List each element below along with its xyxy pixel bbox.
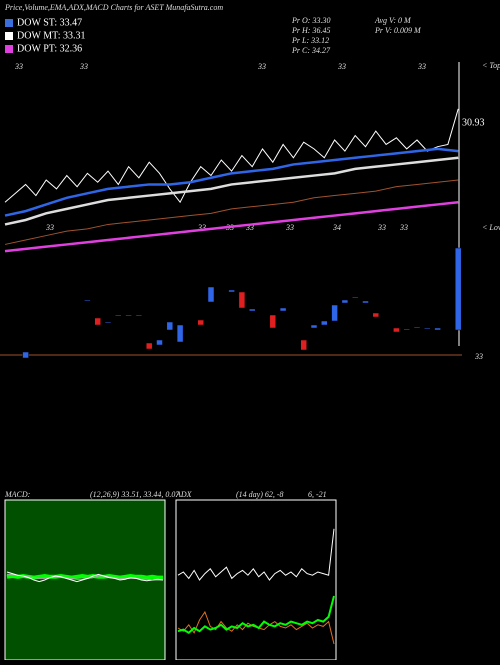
series-line (4, 179, 459, 245)
bottom-label: 33 (45, 223, 54, 232)
legend-swatch (5, 32, 13, 40)
top-label: 33 (337, 62, 346, 71)
candle (279, 307, 287, 312)
candle (176, 324, 184, 343)
adx-subtitle: (14 day) 62, -8 (236, 490, 284, 499)
annotation: < Lows (482, 223, 500, 232)
macd-title: MACD: (4, 490, 31, 499)
candle (424, 327, 431, 330)
price-info: Pr C: 34.27 (291, 46, 331, 55)
price-info: Pr H: 36.45 (291, 26, 330, 35)
series-line (6, 571, 164, 583)
top-label: 33 (14, 62, 23, 71)
series-line (177, 595, 335, 635)
candle (269, 314, 277, 329)
candle (351, 296, 359, 299)
adx-panel (175, 499, 337, 661)
candle (362, 300, 369, 304)
price-info: Pr V: 0.009 M (374, 26, 422, 35)
series-line (4, 108, 459, 204)
legend-label: DOW PT: 32.36 (17, 43, 82, 54)
candle (94, 317, 101, 326)
candle (228, 289, 235, 293)
bottom-label: 34 (332, 223, 341, 232)
candle (166, 321, 174, 331)
candle (135, 314, 143, 317)
candle (125, 314, 132, 317)
candle (197, 319, 204, 326)
candle (145, 342, 153, 350)
macd-panel (4, 499, 166, 661)
legend-swatch (5, 45, 13, 53)
page-title: Price,Volume,EMA,ADX,MACD Charts for ASE… (4, 3, 223, 12)
legend-label: DOW ST: 33.47 (17, 17, 82, 28)
candle (434, 327, 441, 331)
series-line (4, 200, 459, 253)
candle (207, 286, 215, 303)
top-label: 33 (257, 62, 266, 71)
annotation: 30.93 (462, 117, 485, 128)
candle (22, 351, 29, 359)
annotation: 33 (474, 352, 483, 361)
candle (248, 308, 256, 312)
candle (104, 321, 112, 324)
price-info: Pr O: 33.30 (291, 16, 330, 25)
candle (84, 299, 91, 302)
candle (331, 304, 338, 322)
candle (403, 328, 410, 331)
candle (310, 324, 318, 329)
candle (372, 312, 380, 318)
candle (454, 247, 462, 331)
candle (413, 326, 421, 329)
series-line (4, 156, 459, 226)
candle (300, 339, 307, 351)
bottom-label: 33 (377, 223, 386, 232)
legend-swatch (5, 19, 13, 27)
annotation: < Tops (482, 61, 500, 70)
series-line (4, 147, 459, 217)
bottom-label: 33 (285, 223, 294, 232)
adx-title: ADX (175, 490, 193, 499)
bottom-label: 33 (245, 223, 254, 232)
series-line (177, 528, 335, 581)
candle (341, 299, 349, 304)
legend-label: DOW MT: 33.31 (17, 30, 85, 41)
candle (115, 314, 122, 317)
top-label: 33 (79, 62, 88, 71)
adx-note: 6, -21 (308, 490, 327, 499)
macd-subtitle: (12,26,9) 33.51, 33.44, 0.07 (90, 490, 180, 499)
candle (321, 320, 328, 326)
candle (238, 291, 246, 309)
bottom-label: 33 (399, 223, 408, 232)
price-info: Pr L: 33.12 (291, 36, 329, 45)
candle (156, 339, 163, 346)
bottom-label: 33 (197, 223, 206, 232)
candle (393, 327, 400, 333)
price-info: Avg V: 0 M (374, 16, 412, 25)
top-label: 33 (417, 62, 426, 71)
